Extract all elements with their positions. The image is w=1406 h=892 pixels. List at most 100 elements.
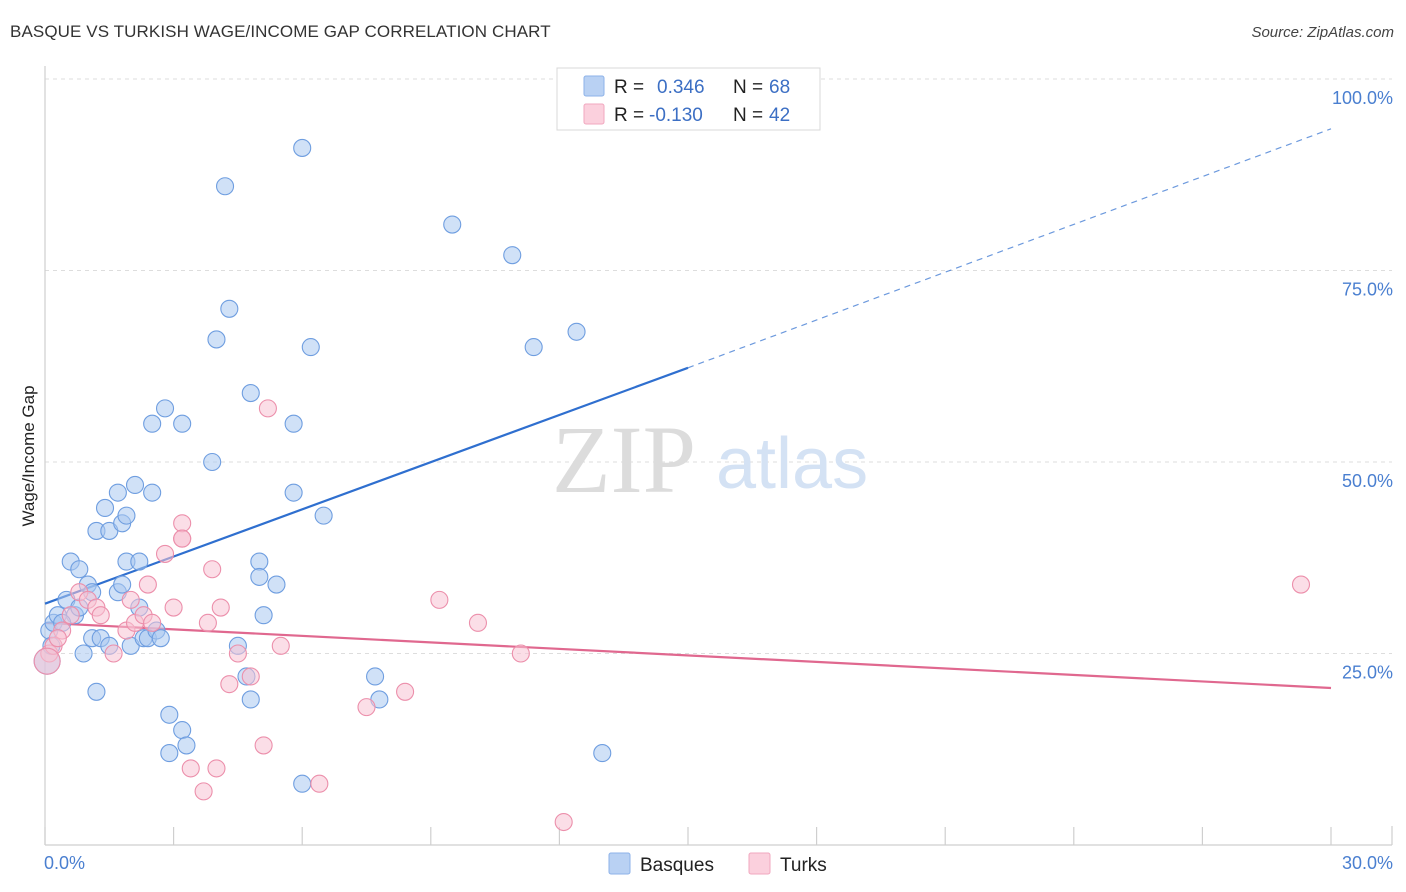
turks-point bbox=[61, 606, 80, 625]
basques-point bbox=[125, 475, 145, 495]
turks-point bbox=[104, 644, 123, 663]
turks-point bbox=[198, 613, 217, 632]
turks-point bbox=[164, 598, 183, 617]
basques-point bbox=[567, 322, 586, 341]
trend-lines bbox=[44, 128, 1332, 690]
basques-point bbox=[366, 667, 385, 686]
legend: R = 0.346 N = 68 R = -0.130 N = 42 bbox=[556, 67, 821, 131]
basques-point bbox=[250, 567, 269, 586]
basques-point bbox=[113, 575, 132, 594]
tick-labels: 25.0% 50.0% 75.0% 100.0% 0.0% 30.0% bbox=[44, 88, 1393, 873]
turks-point bbox=[48, 629, 67, 648]
basques-point bbox=[108, 483, 127, 502]
turks-point bbox=[207, 759, 226, 778]
watermark-atlas: atlas bbox=[716, 424, 868, 504]
basques-point bbox=[301, 338, 320, 357]
turks-point bbox=[220, 675, 239, 694]
x-tick-label-min: 0.0% bbox=[44, 853, 85, 873]
basques-point bbox=[155, 399, 175, 418]
turks-point bbox=[173, 514, 192, 533]
turks-point bbox=[121, 590, 140, 609]
turks-point bbox=[254, 736, 273, 755]
basques-point bbox=[293, 774, 312, 793]
legend-swatch-basques bbox=[583, 75, 605, 97]
turks-point bbox=[194, 782, 213, 801]
turks-point bbox=[271, 636, 290, 655]
bottom-legend-label-turks: Turks bbox=[780, 855, 827, 876]
turks-point bbox=[173, 529, 192, 548]
chart-title: BASQUE VS TURKISH WAGE/INCOME GAP CORREL… bbox=[10, 22, 551, 41]
x-tick-label-max: 30.0% bbox=[1342, 853, 1393, 873]
trend-line-basques-extension bbox=[687, 128, 1332, 369]
bottom-legend-label-basques: Basques bbox=[640, 855, 714, 876]
trend-line-basques bbox=[44, 366, 689, 605]
turks-point bbox=[211, 598, 230, 617]
basques-point bbox=[215, 177, 235, 196]
basques-point bbox=[143, 483, 162, 502]
basques-point bbox=[74, 644, 93, 663]
bottom-legend-swatch-basques bbox=[608, 852, 631, 875]
turks-point bbox=[203, 560, 222, 579]
turks-point bbox=[357, 698, 376, 717]
turks-point bbox=[181, 759, 200, 778]
grid-lines bbox=[45, 78, 1392, 654]
turks-point bbox=[468, 613, 488, 632]
turks-point bbox=[554, 812, 573, 832]
basques-point bbox=[293, 138, 312, 157]
basques-point bbox=[70, 560, 89, 579]
y-axis-title: Wage/Income Gap bbox=[19, 385, 38, 526]
y-tick-label-100: 100.0% bbox=[1332, 88, 1393, 108]
legend-swatch-turks bbox=[583, 103, 605, 125]
basques-point bbox=[143, 414, 162, 433]
basques-point bbox=[267, 575, 286, 594]
basques-point bbox=[503, 246, 522, 265]
y-tick-label-50: 50.0% bbox=[1342, 471, 1393, 491]
basques-point bbox=[241, 690, 260, 709]
basques-point bbox=[220, 299, 239, 318]
legend-r-value-basques: 0.346 bbox=[657, 77, 705, 98]
turks-point bbox=[241, 667, 260, 686]
basques-point bbox=[254, 606, 273, 625]
bottom-legend-swatch-turks bbox=[748, 852, 771, 875]
basques-point bbox=[160, 705, 179, 724]
basques-point bbox=[207, 330, 226, 349]
legend-n-value-turks: 42 bbox=[769, 105, 790, 126]
legend-r-label-basques: R = bbox=[614, 77, 644, 98]
turks-point bbox=[91, 606, 110, 625]
turks-point bbox=[310, 774, 329, 793]
y-tick-label-25: 25.0% bbox=[1342, 663, 1393, 683]
basques-point bbox=[314, 506, 333, 525]
legend-n-label-basques: N = bbox=[733, 77, 763, 98]
source-label: Source: ZipAtlas.com bbox=[1251, 24, 1394, 41]
data-points bbox=[33, 138, 1311, 832]
turks-point bbox=[1291, 575, 1311, 594]
axes bbox=[44, 66, 1393, 846]
turks-point bbox=[143, 613, 162, 632]
turks-point bbox=[155, 544, 175, 563]
basques-point bbox=[241, 384, 260, 403]
basques-point bbox=[130, 552, 149, 571]
turks-point bbox=[138, 575, 157, 594]
basques-point bbox=[284, 414, 303, 433]
turks-point bbox=[430, 590, 449, 609]
basques-point bbox=[95, 498, 115, 518]
legend-r-label-turks: R = bbox=[614, 105, 644, 126]
y-tick-label-75: 75.0% bbox=[1342, 280, 1393, 300]
basques-point bbox=[524, 338, 543, 357]
trend-line-turks bbox=[44, 621, 1332, 690]
legend-r-value-turks: -0.130 bbox=[649, 105, 703, 126]
bottom-legend: Basques Turks bbox=[608, 852, 827, 876]
basques-point bbox=[87, 682, 106, 701]
turks-point bbox=[33, 647, 61, 675]
basques-point bbox=[284, 483, 303, 502]
basques-point bbox=[177, 736, 196, 755]
basques-point bbox=[160, 744, 179, 763]
legend-n-value-basques: 68 bbox=[769, 77, 790, 98]
turks-point bbox=[228, 644, 247, 663]
basques-point bbox=[593, 744, 612, 763]
watermark-zip: ZIP bbox=[552, 406, 696, 513]
turks-point bbox=[396, 682, 415, 701]
watermark: ZIP atlas bbox=[552, 406, 868, 513]
legend-n-label-turks: N = bbox=[733, 105, 763, 126]
turks-point bbox=[258, 399, 277, 418]
